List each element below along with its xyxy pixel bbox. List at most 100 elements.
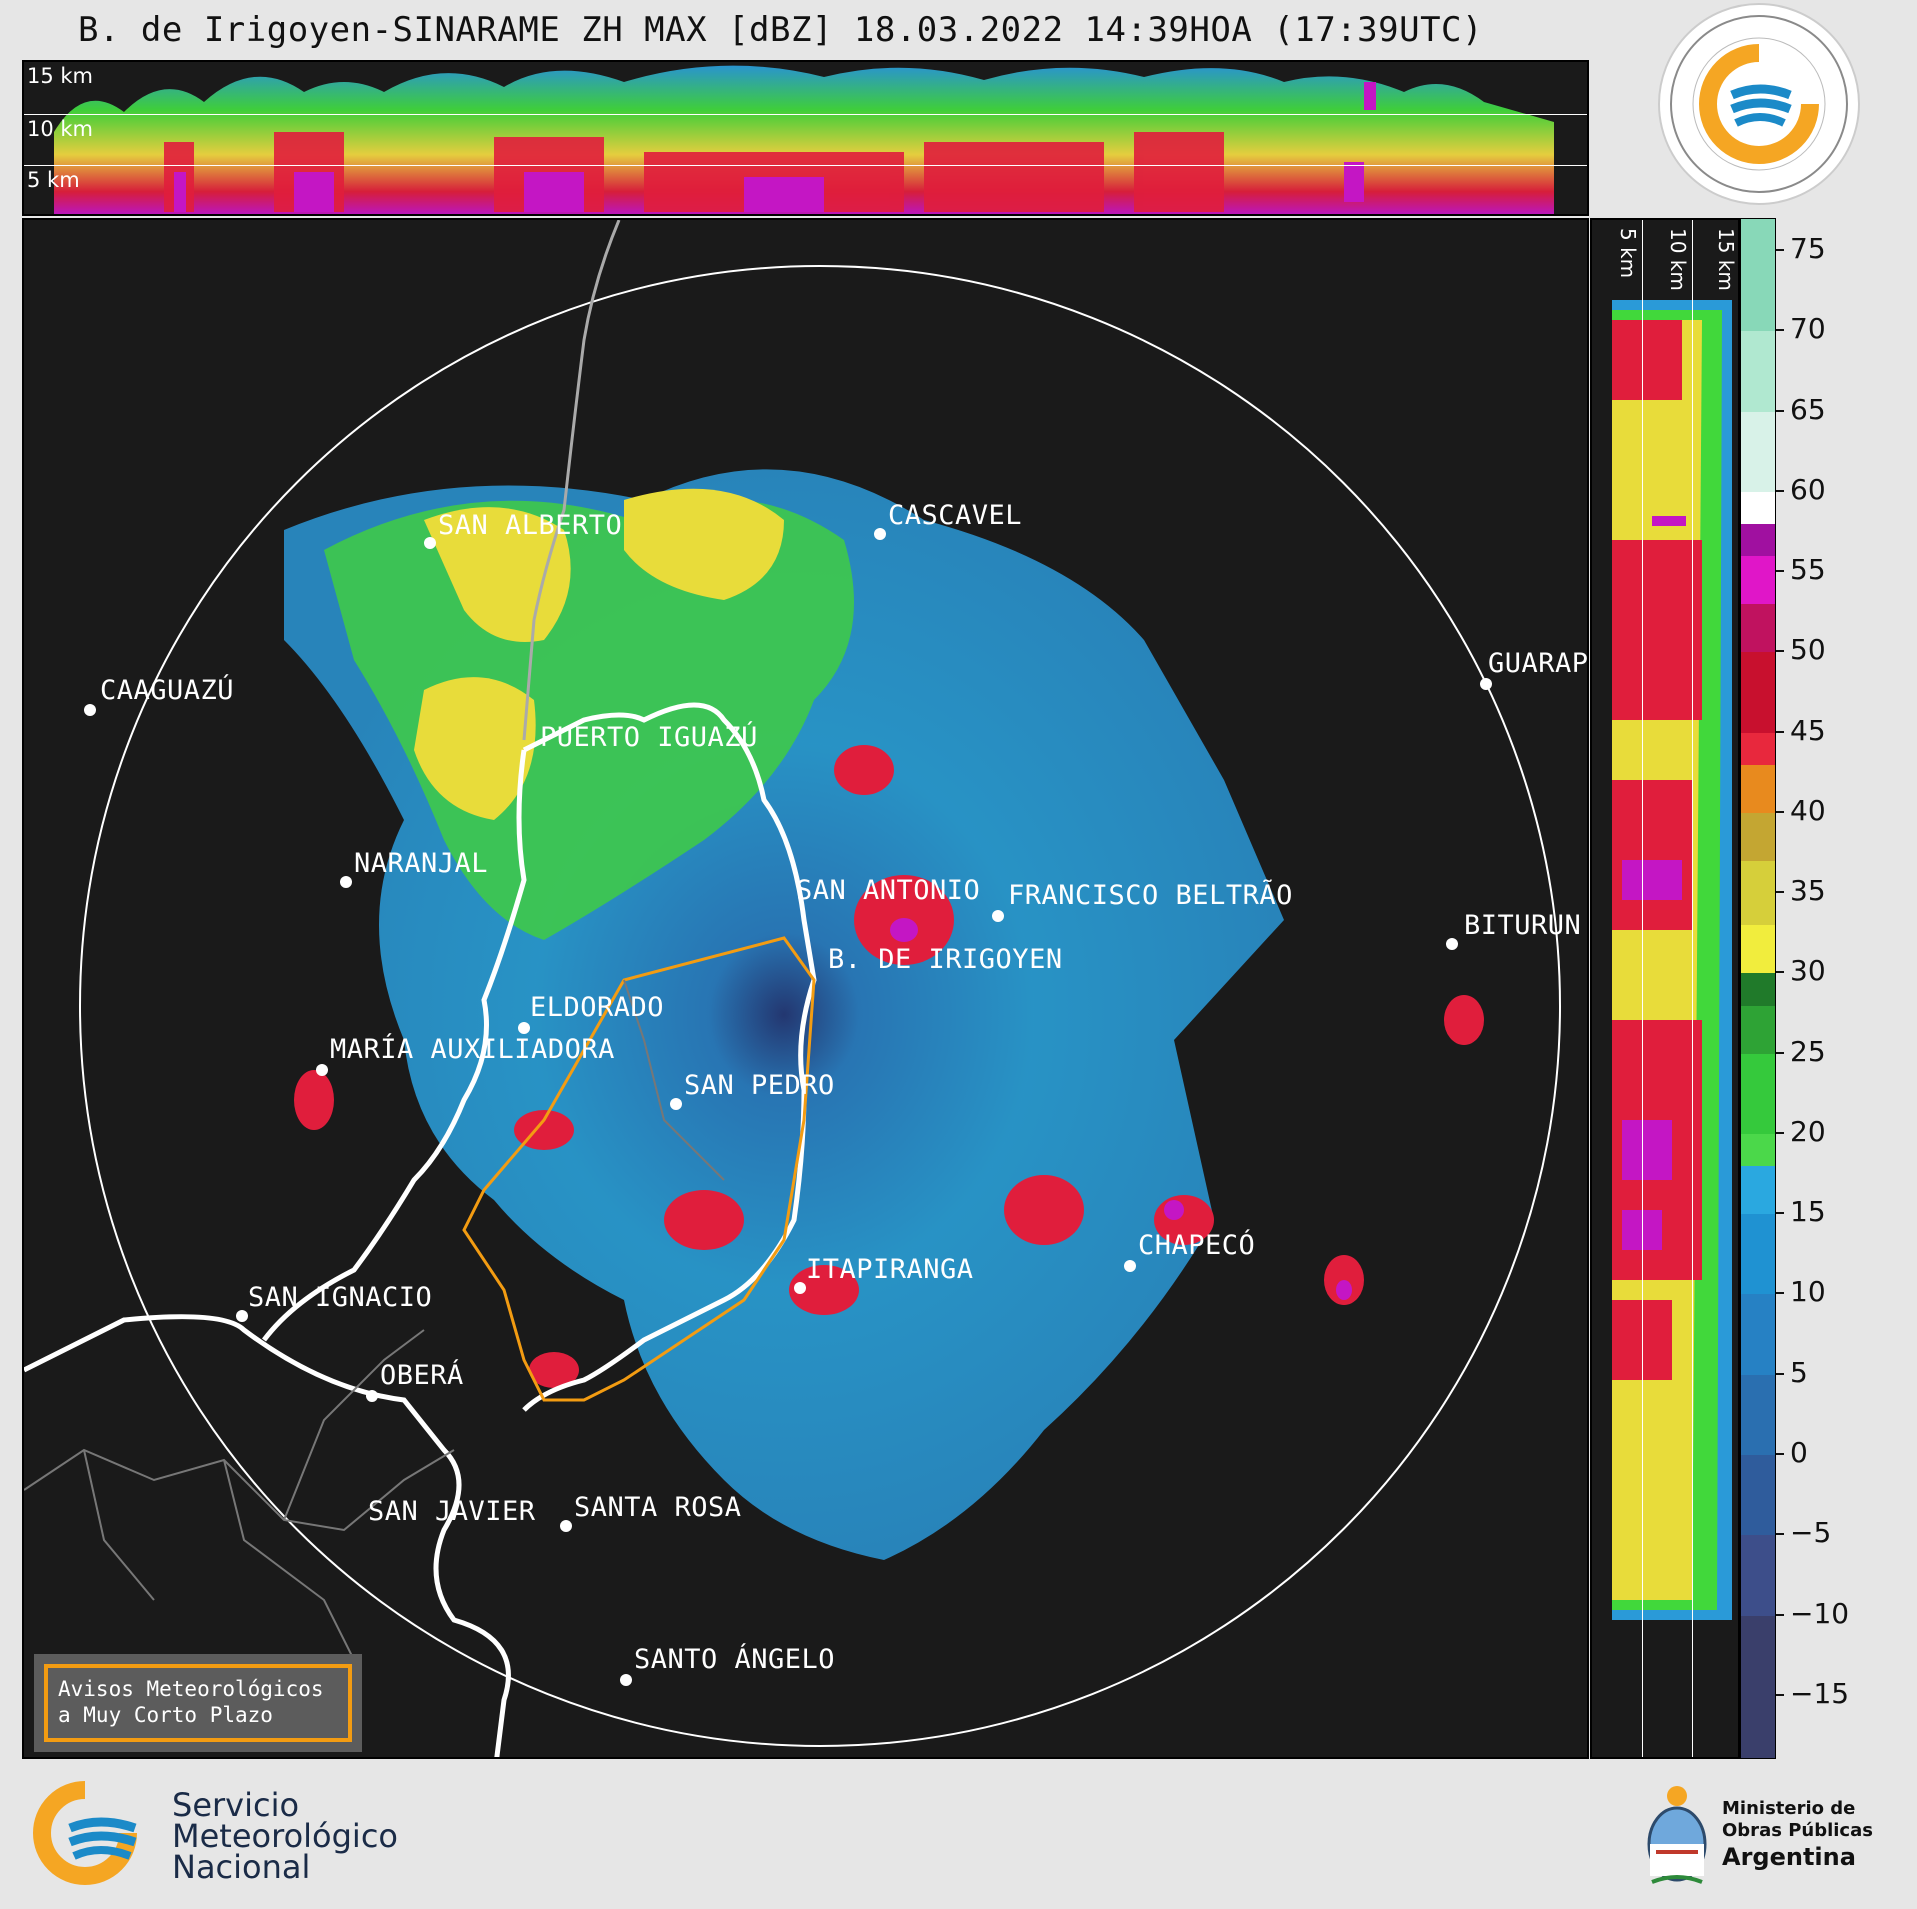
city-label-san-ignacio: SAN IGNACIO — [248, 1282, 433, 1313]
page-title: B. de Irigoyen-SINARAME ZH MAX [dBZ] 18.… — [78, 10, 1483, 50]
cross-gridline-5km — [24, 165, 1587, 166]
cross-label-15km: 15 km — [27, 64, 94, 88]
colorbar-segment — [1741, 1214, 1775, 1295]
colorbar-segment — [1741, 1294, 1775, 1375]
colorbar-tick — [1776, 409, 1784, 412]
footer-org-line-1: Servicio — [172, 1786, 300, 1824]
warning-box[interactable]: Avisos Meteorológicos a Muy Corto Plazo — [34, 1654, 362, 1752]
colorbar-tick — [1776, 1292, 1784, 1295]
city-label-guarap: GUARAP — [1488, 648, 1589, 679]
colorbar-tick-label: 30 — [1790, 954, 1826, 988]
warning-line-2: a Muy Corto Plazo — [58, 1703, 273, 1727]
city-label-caaguazu: CAAGUAZÚ — [100, 675, 235, 706]
city-label-puerto-iguazu: PUERTO IGUAZÚ — [540, 722, 758, 753]
city-dot-guarap — [1480, 678, 1492, 690]
city-label-obera: OBERÁ — [380, 1360, 464, 1391]
city-dot-caaguazu — [84, 704, 96, 716]
colorbar-segment — [1741, 491, 1775, 524]
vcross-label-15km: 15 km — [1714, 228, 1738, 291]
colorbar-segment — [1741, 1455, 1775, 1536]
city-label-santo-angelo: SANTO ÁNGELO — [634, 1644, 836, 1675]
colorbar-tick — [1776, 891, 1784, 894]
colorbar-tick — [1776, 1131, 1784, 1134]
smn-footer-logo — [30, 1778, 140, 1888]
colorbar-segment — [1741, 604, 1775, 653]
warning-box-inner: Avisos Meteorológicos a Muy Corto Plazo — [44, 1664, 352, 1742]
city-dot-francisco-beltrao — [992, 910, 1004, 922]
city-dot-san-pedro — [670, 1098, 682, 1110]
colorbar-segment — [1741, 812, 1775, 862]
footer-org-line-3: Nacional — [172, 1848, 311, 1886]
colorbar-tick-label: −15 — [1790, 1676, 1850, 1710]
colorbar-segment — [1741, 1374, 1775, 1455]
city-label-naranjal: NARANJAL — [354, 848, 489, 879]
colorbar-tick-label: 70 — [1790, 312, 1826, 346]
city-dot-san-alberto — [424, 537, 436, 549]
colorbar-tick — [1776, 1693, 1784, 1696]
top-cross-section: 15 km 10 km 5 km — [22, 60, 1589, 216]
colorbar-segment — [1741, 1053, 1775, 1134]
vcross-label-5km: 5 km — [1616, 228, 1640, 279]
vcross-gridline-10km — [1692, 220, 1693, 1757]
colorbar-tick — [1776, 1613, 1784, 1616]
city-dot-santa-rosa — [560, 1520, 572, 1532]
colorbar-segment — [1741, 1005, 1775, 1054]
warning-line-1: Avisos Meteorológicos — [58, 1677, 324, 1701]
city-label-b-de-irigoyen: B. DE IRIGOYEN — [828, 944, 1063, 975]
colorbar-tick-label: 0 — [1790, 1436, 1808, 1469]
city-label-biturun: BITURUN — [1464, 910, 1582, 941]
colorbar-segment — [1741, 652, 1775, 733]
colorbar-tick-label: −10 — [1790, 1596, 1850, 1630]
colorbar-tick — [1776, 1051, 1784, 1054]
colorbar-tick — [1776, 810, 1784, 813]
colorbar-tick-label: −5 — [1790, 1516, 1832, 1550]
city-dot-naranjal — [340, 876, 352, 888]
side-cross-section-echoes — [1612, 300, 1732, 1620]
colorbar-segment — [1741, 732, 1775, 765]
city-label-francisco-beltrao: FRANCISCO BELTRÃO — [1008, 880, 1293, 911]
colorbar-segment — [1741, 1166, 1775, 1215]
city-dot-eldorado — [518, 1022, 530, 1034]
colorbar-tick-label: 10 — [1790, 1275, 1826, 1309]
colorbar-tick-label: 75 — [1790, 232, 1826, 266]
colorbar-tick — [1776, 650, 1784, 653]
national-shield-icon — [1642, 1782, 1712, 1890]
colorbar-tick-label: 15 — [1790, 1195, 1826, 1229]
top-cross-section-echoes — [54, 65, 1554, 214]
colorbar-tick-label: 55 — [1790, 553, 1826, 587]
colorbar-segment — [1741, 973, 1775, 1006]
colorbar-tick — [1776, 489, 1784, 492]
vcross-gridline-5km — [1642, 220, 1643, 1757]
city-label-san-javier: SAN JAVIER — [368, 1496, 536, 1527]
colorbar-tick-label: 5 — [1790, 1355, 1808, 1389]
radar-map: SAN ALBERTO CASCAVEL CAAGUAZÚ GUARAP PUE… — [22, 218, 1589, 1759]
side-cross-section: 5 km 10 km 15 km — [1590, 218, 1740, 1759]
city-label-san-alberto: SAN ALBERTO — [438, 510, 623, 541]
ministry-line-1: Ministerio de — [1722, 1798, 1856, 1819]
colorbar-tick — [1776, 730, 1784, 733]
colorbar-segment — [1741, 764, 1775, 813]
cross-label-10km: 10 km — [27, 117, 94, 141]
dbz-colorbar — [1740, 218, 1776, 1759]
colorbar-tick — [1776, 249, 1784, 252]
city-dot-san-ignacio — [236, 1310, 248, 1322]
colorbar-tick-label: 65 — [1790, 392, 1826, 426]
colorbar-tick — [1776, 1212, 1784, 1215]
colorbar-tick-label: 20 — [1790, 1114, 1826, 1148]
city-label-maria-auxiliadora: MARÍA AUXILIADORA — [330, 1034, 615, 1065]
colorbar-segment — [1741, 219, 1775, 332]
vcross-label-10km: 10 km — [1666, 228, 1690, 291]
city-label-chapeco: CHAPECÓ — [1138, 1230, 1256, 1261]
city-dot-cascavel — [874, 528, 886, 540]
cross-gridline-10km — [24, 114, 1587, 115]
city-dot-obera — [366, 1390, 378, 1402]
city-label-itapiranga: ITAPIRANGA — [806, 1254, 974, 1285]
city-label-santa-rosa: SANTA ROSA — [574, 1492, 742, 1523]
colorbar-segment — [1741, 331, 1775, 412]
city-dot-santo-angelo — [620, 1674, 632, 1686]
colorbar-segment — [1741, 1133, 1775, 1167]
footer-org-line-2: Meteorológico — [172, 1817, 398, 1855]
colorbar-tick-label: 35 — [1790, 874, 1826, 908]
ministry-line-2: Obras Públicas — [1722, 1820, 1873, 1841]
colorbar-segment — [1741, 1615, 1775, 1758]
